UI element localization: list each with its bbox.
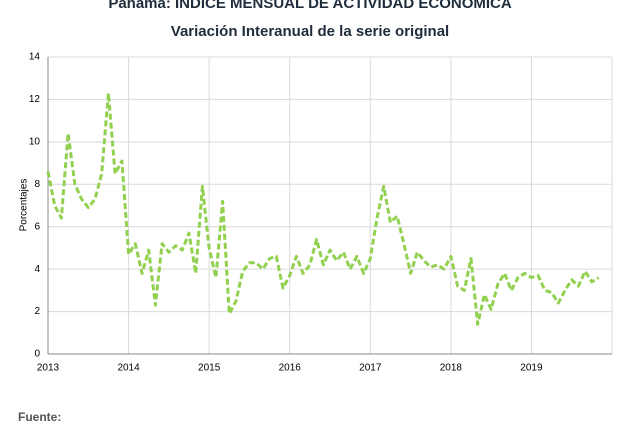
x-tick-label: 2016 [279, 363, 302, 374]
y-tick-label: 2 [34, 306, 40, 317]
x-tick-label: 2017 [359, 363, 382, 374]
x-tick-label: 2015 [198, 363, 221, 374]
data-line [46, 91, 600, 326]
y-tick-label: 6 [34, 221, 40, 232]
y-tick-label: 4 [34, 264, 40, 275]
y-tick-label: 12 [29, 94, 41, 105]
y-axis-label: Porcentajes [19, 179, 30, 232]
y-tick-label: 0 [34, 349, 40, 360]
x-tick-label: 2018 [440, 363, 463, 374]
y-tick-label: 10 [29, 136, 41, 147]
chart-subtitle: Variación Interanual de la serie origina… [171, 23, 449, 40]
x-tick-label: 2013 [37, 363, 60, 374]
chart-title: Panamá: ÍNDICE MENSUAL DE ACTIVIDAD ECON… [108, 0, 512, 12]
y-tick-label: 14 [29, 52, 41, 63]
x-tick-label: 2014 [117, 363, 140, 374]
y-tick-label: 8 [34, 179, 40, 190]
footer: Fuente: [18, 410, 61, 424]
x-tick-label: 2019 [520, 363, 543, 374]
